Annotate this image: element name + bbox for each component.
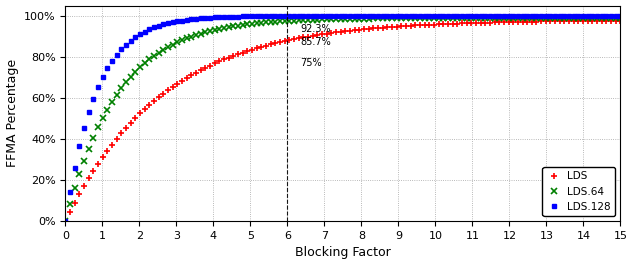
LDS: [500, 21, 508, 24]
LDS.64: [500, 16, 508, 20]
LDS.128: [444, 14, 452, 17]
Line: LDS.64: LDS.64: [63, 15, 624, 224]
LDS.128: [500, 14, 508, 17]
LDS.128: [598, 14, 606, 17]
Text: 85.7%: 85.7%: [301, 37, 331, 47]
LDS.128: [211, 16, 218, 19]
LDS.64: [370, 17, 377, 20]
LDS.64: [61, 220, 69, 223]
LDS: [179, 79, 186, 82]
Y-axis label: FFMA Percentage: FFMA Percentage: [6, 59, 18, 167]
LDS.64: [211, 28, 218, 32]
LDS.128: [61, 220, 69, 223]
LDS: [617, 19, 624, 22]
LDS: [444, 22, 452, 25]
LDS: [211, 62, 218, 65]
Text: 75%: 75%: [301, 58, 322, 68]
LDS.64: [179, 39, 186, 42]
LDS.128: [179, 19, 186, 22]
LDS.128: [617, 14, 624, 17]
X-axis label: Blocking Factor: Blocking Factor: [295, 246, 391, 259]
Line: LDS.128: LDS.128: [63, 14, 622, 223]
LDS: [61, 220, 69, 223]
Text: 92.3%: 92.3%: [301, 24, 331, 34]
LDS.128: [370, 14, 377, 17]
Legend: LDS, LDS.64, LDS.128: LDS, LDS.64, LDS.128: [542, 167, 615, 216]
LDS.64: [617, 16, 624, 19]
Line: LDS: LDS: [62, 17, 624, 224]
LDS: [598, 19, 606, 22]
LDS.64: [598, 16, 606, 19]
LDS.64: [444, 16, 452, 20]
LDS: [370, 27, 377, 30]
